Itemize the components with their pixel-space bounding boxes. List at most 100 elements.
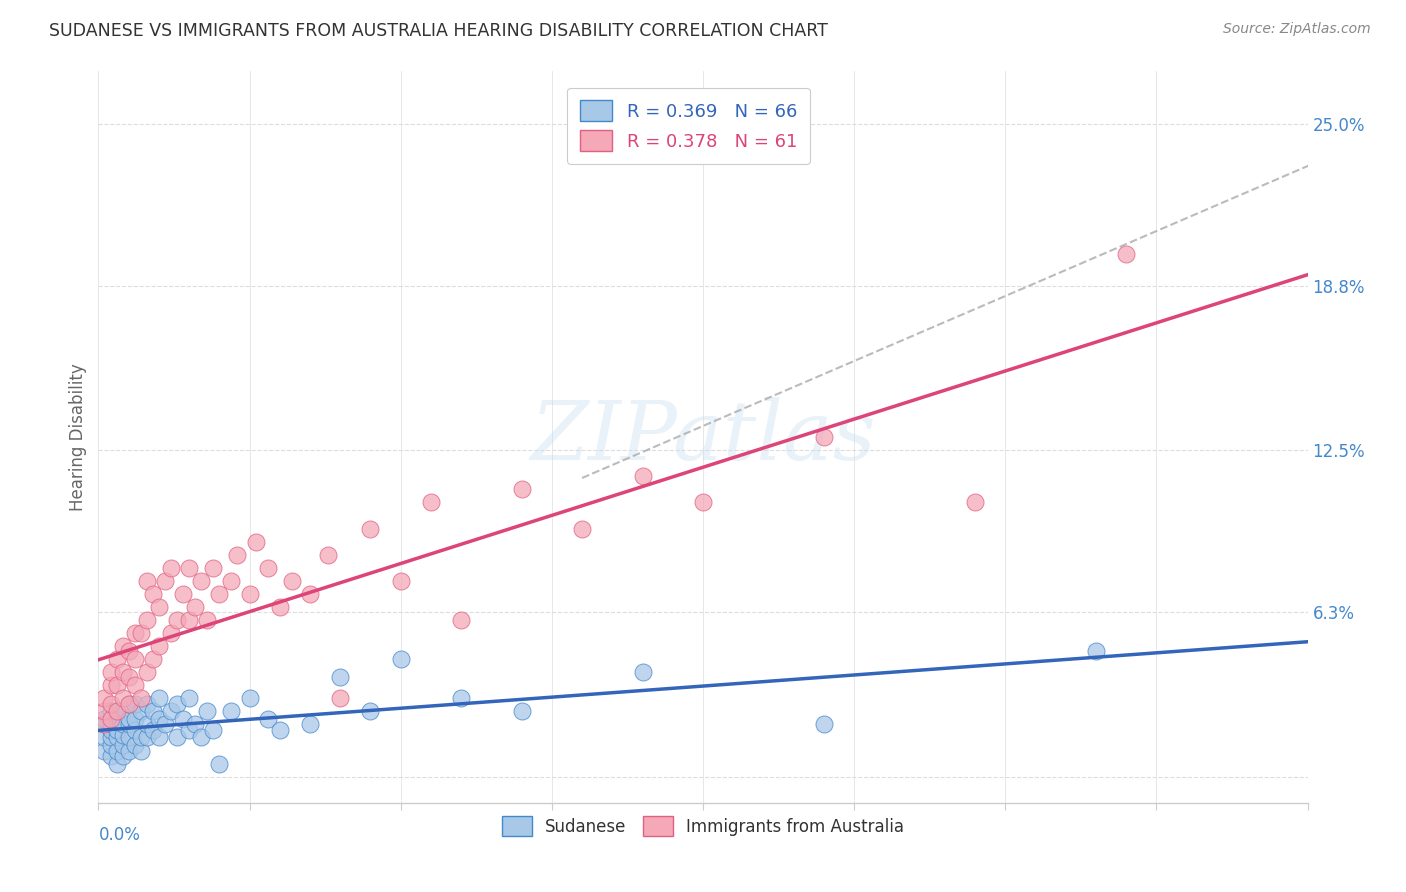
Text: 0.0%: 0.0% (98, 826, 141, 844)
Point (124, 723, 146, 737)
Point (450, 613, 472, 627)
Point (105, 723, 128, 737)
Point (179, 560, 201, 574)
Point (316, 548, 339, 562)
Point (190, 574, 212, 588)
Text: Source: ZipAtlas.com: Source: ZipAtlas.com (1223, 22, 1371, 37)
Point (1085, 644, 1108, 658)
Point (166, 697, 188, 711)
Point (245, 534, 267, 549)
Point (160, 705, 183, 719)
Point (111, 665, 134, 680)
Point (269, 599, 291, 614)
Point (105, 705, 128, 719)
Point (256, 560, 278, 574)
Point (142, 705, 165, 719)
Point (1115, 247, 1137, 261)
Point (239, 691, 262, 706)
Point (281, 574, 304, 588)
Point (124, 626, 146, 640)
Point (142, 652, 165, 666)
Point (105, 678, 128, 692)
Point (100, 731, 122, 745)
Point (813, 717, 835, 731)
Point (195, 705, 218, 719)
Point (510, 705, 533, 719)
Point (100, 697, 122, 711)
Point (202, 723, 225, 737)
Point (813, 430, 835, 444)
Point (179, 723, 201, 737)
Text: ZIPatlas: ZIPatlas (530, 397, 876, 477)
Point (111, 705, 134, 719)
Point (135, 697, 157, 711)
Point (256, 712, 278, 726)
Point (135, 731, 157, 745)
Legend: Sudanese, Immigrants from Australia: Sudanese, Immigrants from Australia (492, 806, 914, 846)
Point (221, 705, 243, 719)
Point (93, 691, 115, 706)
Point (105, 731, 128, 745)
Point (148, 639, 170, 653)
Point (129, 743, 152, 757)
Point (124, 697, 146, 711)
Point (166, 613, 188, 627)
Point (692, 495, 714, 509)
Text: SUDANESE VS IMMIGRANTS FROM AUSTRALIA HEARING DISABILITY CORRELATION CHART: SUDANESE VS IMMIGRANTS FROM AUSTRALIA HE… (49, 22, 828, 40)
Point (111, 748, 134, 763)
Point (135, 665, 157, 680)
Point (124, 652, 146, 666)
Point (160, 626, 183, 640)
Point (100, 678, 122, 692)
Point (135, 574, 157, 588)
Point (148, 691, 170, 706)
Point (111, 728, 134, 742)
Point (360, 521, 382, 535)
Point (93, 731, 115, 745)
Point (965, 495, 987, 509)
Point (93, 743, 115, 757)
Point (118, 712, 141, 726)
Point (129, 731, 152, 745)
Point (239, 587, 262, 601)
Point (135, 717, 157, 731)
Point (124, 678, 146, 692)
Point (100, 705, 122, 719)
Point (118, 697, 141, 711)
Point (631, 665, 654, 680)
Point (208, 587, 231, 601)
Point (118, 697, 141, 711)
Point (111, 717, 134, 731)
Point (142, 723, 165, 737)
Point (153, 717, 176, 731)
Point (184, 717, 207, 731)
Point (100, 748, 122, 763)
Point (420, 495, 443, 509)
Point (202, 560, 225, 574)
Point (105, 705, 128, 719)
Point (135, 613, 157, 627)
Point (450, 691, 472, 706)
Point (299, 717, 322, 731)
Point (179, 613, 201, 627)
Point (195, 613, 218, 627)
Point (160, 560, 183, 574)
Point (148, 731, 170, 745)
Point (389, 574, 412, 588)
Point (100, 739, 122, 753)
Point (105, 712, 128, 726)
Point (208, 756, 231, 771)
Point (105, 756, 128, 771)
Point (129, 705, 152, 719)
Point (148, 599, 170, 614)
Point (111, 739, 134, 753)
Point (299, 587, 322, 601)
Point (124, 739, 146, 753)
Point (142, 587, 165, 601)
Point (129, 626, 152, 640)
Point (631, 469, 654, 483)
Point (100, 712, 122, 726)
Point (179, 691, 201, 706)
Point (129, 691, 152, 706)
Point (118, 717, 141, 731)
